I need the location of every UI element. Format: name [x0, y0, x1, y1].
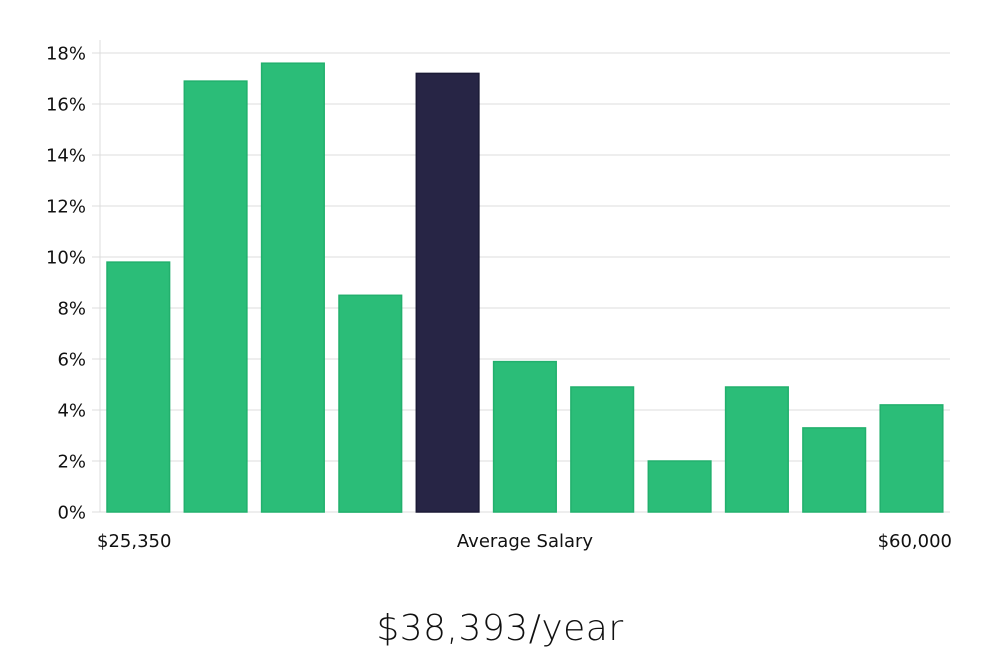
y-tick-label: 10%	[46, 248, 86, 269]
bar-average-salary	[415, 72, 480, 513]
bar	[647, 460, 712, 513]
y-tick-label: 4%	[57, 401, 86, 422]
y-tick-label: 0%	[57, 503, 86, 524]
y-axis-ticks: 0% 2% 4% 6% 8% 10% 12% 14% 16% 18%	[46, 44, 100, 524]
bar	[879, 404, 944, 513]
y-tick-label: 16%	[46, 95, 86, 116]
bar	[106, 261, 171, 513]
average-salary-value: $38,393/year	[376, 608, 624, 649]
bars	[106, 62, 944, 513]
x-label-average: Average Salary	[457, 531, 594, 552]
y-tick-label: 6%	[57, 350, 86, 371]
bar	[802, 427, 867, 513]
salary-histogram: 0% 2% 4% 6% 8% 10% 12% 14% 16% 18% $25,350 Averag…	[46, 40, 952, 552]
y-tick-label: 18%	[46, 44, 86, 65]
x-label-min: $25,350	[97, 531, 171, 552]
y-tick-label: 14%	[46, 146, 86, 167]
bar	[724, 386, 789, 513]
bar	[260, 62, 325, 513]
y-tick-label: 12%	[46, 197, 86, 218]
bar	[492, 360, 557, 513]
x-label-max: $60,000	[878, 531, 952, 552]
y-tick-label: 8%	[57, 299, 86, 320]
bar	[338, 294, 403, 513]
y-tick-label: 2%	[57, 452, 86, 473]
bar	[570, 386, 635, 513]
bar	[183, 80, 248, 513]
